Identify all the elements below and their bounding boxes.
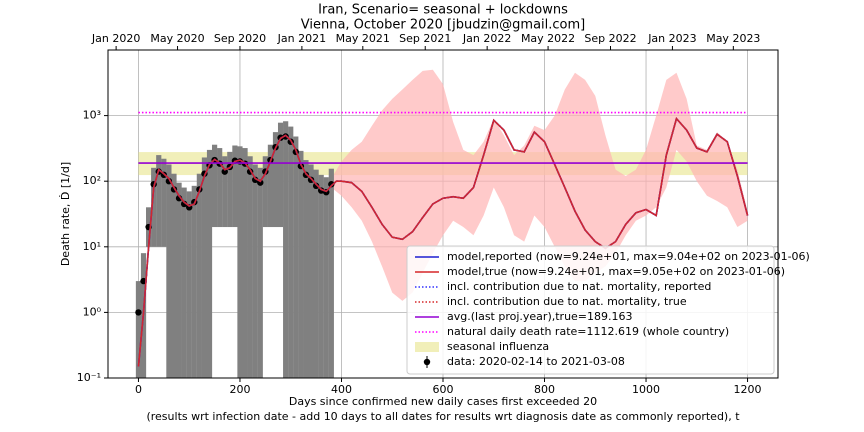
error-bar (166, 164, 172, 378)
error-bar (237, 146, 243, 378)
y-axis-label: Death rate, Ḋ [1/d] (59, 162, 72, 266)
top-x-tick-label: May 2021 (336, 32, 390, 45)
data-point (328, 181, 335, 188)
top-x-tick-label: May 2022 (521, 32, 575, 45)
error-bar (161, 158, 167, 247)
y-tick-label: 10² (83, 174, 101, 187)
error-bar (151, 167, 157, 247)
legend-label: model,true (now=9.24e+01, max=9.05e+02 o… (447, 265, 785, 278)
error-bar (303, 160, 309, 378)
legend-swatch (423, 358, 431, 366)
y-tick-label: 10⁰ (83, 305, 102, 318)
error-bar (298, 150, 304, 378)
error-bar (242, 148, 248, 378)
legend: model,reported (now=9.24e+01, max=9.04e+… (406, 245, 810, 375)
error-bar (186, 191, 192, 378)
x-tick-label: 1200 (734, 383, 762, 396)
error-bar (227, 151, 233, 228)
legend-label: seasonal influenza (447, 340, 549, 353)
error-bar (217, 148, 223, 228)
legend-label: avg.(last proj.year),true=189.163 (447, 310, 633, 323)
top-x-tick-label: Sep 2022 (584, 32, 636, 45)
error-bar (171, 173, 177, 378)
error-bar (211, 144, 218, 228)
legend-label: model,reported (now=9.24e+01, max=9.04e+… (447, 250, 810, 263)
x-tick-label: 600 (433, 383, 454, 396)
top-x-tick-label: Jan 2022 (462, 32, 511, 45)
error-bar (308, 164, 314, 378)
x-tick-label: 200 (229, 383, 250, 396)
error-bar (196, 173, 202, 378)
top-x-tick-label: Sep 2021 (399, 32, 451, 45)
error-bar (232, 145, 238, 228)
series-line (137, 116, 749, 367)
plot-frame (107, 49, 779, 379)
top-x-tick-label: Jan 2021 (277, 32, 326, 45)
error-bar (135, 281, 142, 378)
chart-title: Iran, Scenario= seasonal + lockdowns (318, 3, 568, 18)
top-x-tick-label: May 2023 (706, 32, 760, 45)
legend-label: incl. contribution due to nat. mortality… (447, 295, 687, 308)
error-bar (176, 182, 182, 378)
x-tick-label: 800 (534, 383, 555, 396)
error-bar (262, 156, 268, 228)
error-bar (222, 156, 228, 228)
data-point (302, 171, 310, 179)
error-bar (206, 149, 213, 378)
top-x-tick-label: Jan 2023 (647, 32, 696, 45)
plot-area (135, 69, 749, 378)
y-tick-label: 10³ (83, 109, 101, 122)
error-bar (328, 168, 334, 378)
data-point (251, 176, 259, 184)
legend-swatch (415, 342, 439, 352)
error-bar (181, 187, 187, 378)
error-bar (272, 132, 279, 228)
x-tick-label: 1000 (632, 383, 660, 396)
axes: 10⁻¹ 10⁰ 10¹ 10² 10³ 0 200 400 600 800 1000 1200 Jan… (77, 32, 762, 396)
error-bar (318, 174, 324, 378)
error-bar (313, 169, 319, 378)
uncertainty-band (331, 69, 748, 301)
error-bar (201, 157, 208, 378)
top-x-tick-label: May 2020 (150, 32, 204, 45)
x-tick-label: 0 (135, 383, 142, 396)
error-bar (247, 156, 253, 378)
error-bar (267, 144, 274, 228)
y-tick-label: 10¹ (83, 240, 101, 253)
error-bar (257, 167, 263, 378)
error-bar (323, 177, 329, 378)
top-x-tick-label: Jan 2020 (91, 32, 140, 45)
error-bar (293, 136, 299, 378)
x-axis-label: Days since confirmed new daily cases fir… (289, 395, 597, 408)
legend-label: incl. contribution due to nat. mortality… (447, 280, 711, 293)
data-point (282, 133, 289, 140)
legend-label: data: 2020-02-14 to 2021-03-08 (447, 355, 625, 368)
y-tick-label: 10⁻¹ (77, 371, 101, 384)
error-bar (277, 122, 284, 228)
chart-subtitle: Vienna, October 2020 [jbudzin@gmail.com] (301, 18, 585, 33)
data-point (221, 168, 228, 175)
legend-label: natural daily death rate=1112.619 (whole… (447, 325, 729, 338)
data-point (317, 187, 325, 194)
data-point (135, 309, 142, 316)
error-bar (191, 185, 197, 378)
x-tick-label: 400 (331, 383, 352, 396)
top-x-tick-label: Sep 2020 (214, 32, 266, 45)
legend-box (406, 245, 775, 375)
error-bar (156, 155, 162, 247)
error-bar (252, 164, 258, 378)
error-bar (288, 126, 294, 378)
data-point (312, 182, 320, 190)
x-axis-label-note: (results wrt infection date - add 10 day… (146, 410, 740, 423)
error-bar (283, 121, 289, 378)
